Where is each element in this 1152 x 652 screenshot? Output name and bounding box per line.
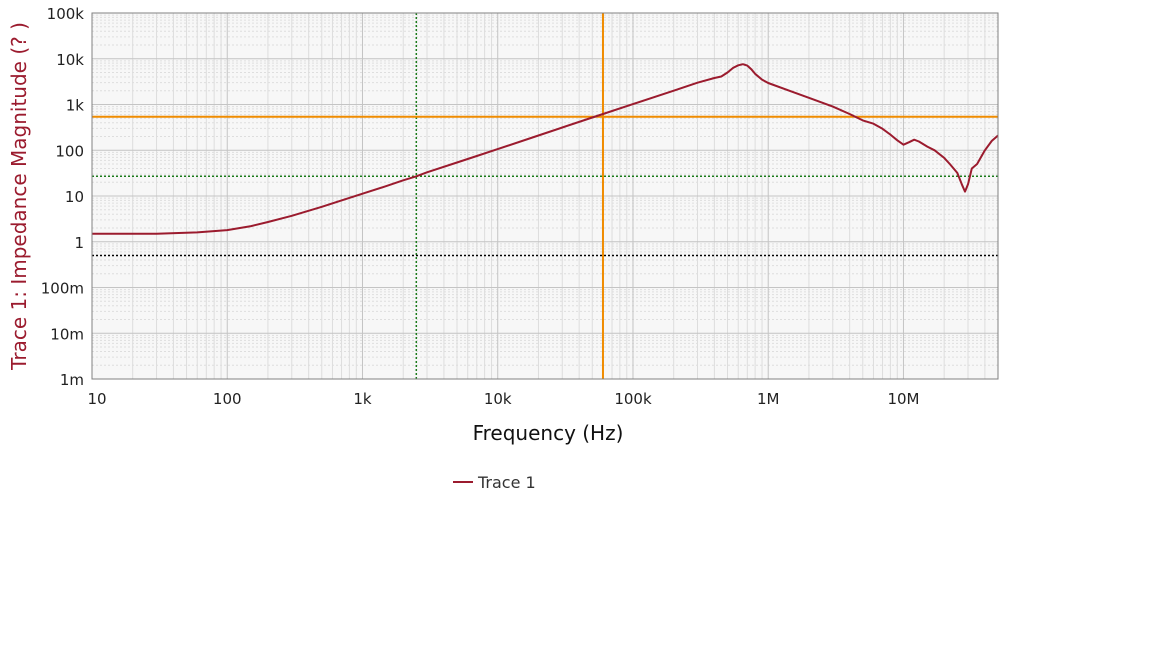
cursor-lines[interactable] <box>92 13 998 379</box>
x-tick-label: 10 <box>87 390 106 408</box>
y-tick-labels: 100k 10k 1k 100 10 1 100m 10m 1m <box>41 5 85 389</box>
y-tick-label: 100k <box>47 5 85 23</box>
y-tick-label: 1k <box>66 97 85 115</box>
y-tick-label: 100 <box>55 142 84 160</box>
x-tick-label: 1M <box>757 390 780 408</box>
y-tick-label: 10m <box>50 325 84 343</box>
y-tick-label: 1 <box>74 234 84 252</box>
y-tick-label: 10k <box>56 51 84 69</box>
y-axis-label: Trace 1: Impedance Magnitude (? ) <box>7 22 31 371</box>
y-tick-label: 10 <box>65 188 84 206</box>
legend[interactable]: Trace 1 <box>453 473 536 492</box>
x-tick-labels: 10 100 1k 10k 100k 1M 10M <box>87 390 919 408</box>
x-axis-label: Frequency (Hz) <box>473 421 624 445</box>
y-tick-label: 1m <box>60 371 84 389</box>
x-tick-label: 100k <box>614 390 652 408</box>
x-tick-label: 10M <box>887 390 919 408</box>
plot-frame <box>91 12 999 380</box>
x-tick-label: 10k <box>484 390 512 408</box>
series-line-trace-1 <box>92 63 999 235</box>
y-tick-label: 100m <box>41 280 84 298</box>
series-layer <box>92 63 999 235</box>
x-tick-label: 100 <box>213 390 242 408</box>
legend-label-trace-1: Trace 1 <box>477 473 536 492</box>
x-tick-label: 1k <box>353 390 372 408</box>
